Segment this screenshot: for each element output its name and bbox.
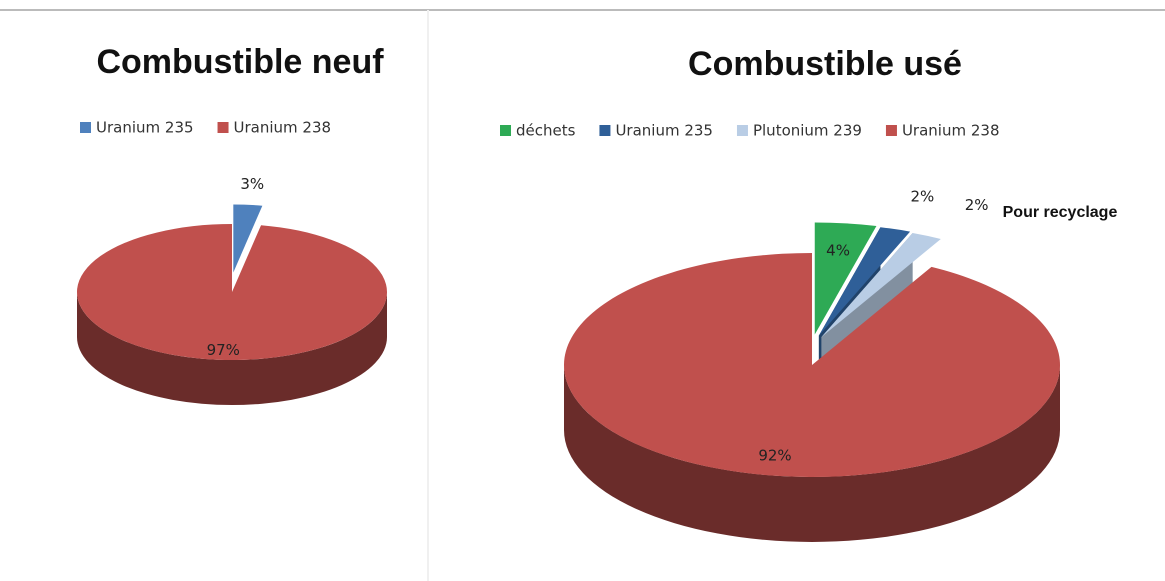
legend-label: Uranium 235 bbox=[615, 122, 713, 140]
data-label: 3% bbox=[240, 175, 264, 193]
slice bbox=[814, 222, 877, 335]
slice bbox=[564, 253, 1061, 478]
legend-swatch bbox=[885, 125, 897, 136]
data-label: 97% bbox=[207, 341, 240, 359]
slice-side bbox=[77, 292, 387, 405]
legend-swatch bbox=[80, 122, 91, 133]
data-label: 4% bbox=[826, 242, 850, 260]
slice-side bbox=[564, 365, 1060, 542]
slice bbox=[233, 204, 263, 273]
legend-label: Uranium 235 bbox=[96, 119, 194, 137]
legend-label: déchets bbox=[516, 122, 576, 140]
slice bbox=[76, 224, 387, 361]
legend-label: Uranium 238 bbox=[234, 119, 332, 137]
legend-label: Plutonium 239 bbox=[753, 122, 862, 140]
chart-title: Combustible neuf bbox=[96, 43, 384, 81]
legend-swatch bbox=[599, 125, 611, 136]
slice bbox=[821, 232, 941, 338]
chart-title: Combustible usé bbox=[688, 45, 962, 83]
legend-swatch bbox=[217, 122, 229, 133]
data-label: 2% bbox=[911, 188, 935, 206]
data-label: 92% bbox=[758, 447, 791, 465]
slice bbox=[818, 227, 911, 336]
legend-label: Uranium 238 bbox=[902, 122, 1000, 140]
legend-swatch bbox=[736, 125, 748, 136]
data-label: 2% bbox=[965, 196, 989, 214]
legend-swatch bbox=[500, 125, 511, 136]
annotation: Pour recyclage bbox=[1003, 204, 1118, 221]
